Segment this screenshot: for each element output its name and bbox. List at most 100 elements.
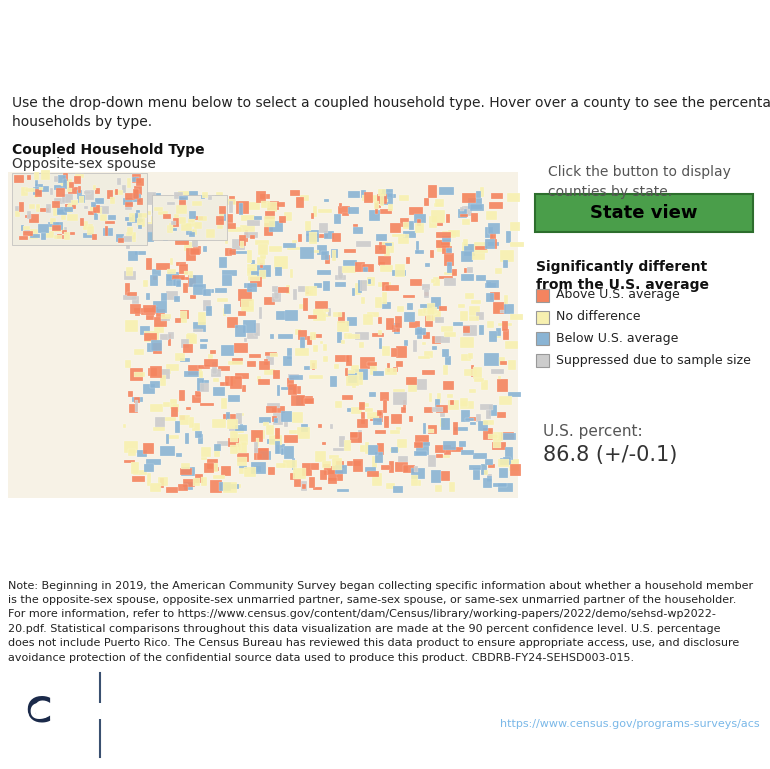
FancyBboxPatch shape <box>335 465 347 474</box>
FancyBboxPatch shape <box>385 368 397 375</box>
FancyBboxPatch shape <box>500 396 511 405</box>
FancyBboxPatch shape <box>485 283 496 288</box>
FancyBboxPatch shape <box>420 304 432 308</box>
FancyBboxPatch shape <box>201 457 207 460</box>
FancyBboxPatch shape <box>416 241 419 254</box>
FancyBboxPatch shape <box>127 178 132 188</box>
FancyBboxPatch shape <box>199 368 203 376</box>
FancyBboxPatch shape <box>472 252 484 260</box>
FancyBboxPatch shape <box>115 191 122 195</box>
FancyBboxPatch shape <box>427 310 431 321</box>
FancyBboxPatch shape <box>490 291 500 300</box>
FancyBboxPatch shape <box>367 471 379 478</box>
FancyBboxPatch shape <box>218 366 229 371</box>
Text: Below U.S. average: Below U.S. average <box>556 332 678 345</box>
FancyBboxPatch shape <box>442 236 450 242</box>
FancyBboxPatch shape <box>493 432 503 441</box>
FancyBboxPatch shape <box>142 192 156 205</box>
FancyBboxPatch shape <box>435 485 442 492</box>
FancyBboxPatch shape <box>181 463 189 469</box>
FancyBboxPatch shape <box>307 315 317 319</box>
FancyBboxPatch shape <box>300 424 308 432</box>
FancyBboxPatch shape <box>142 308 156 315</box>
FancyBboxPatch shape <box>297 427 310 439</box>
FancyBboxPatch shape <box>335 401 342 408</box>
FancyBboxPatch shape <box>57 208 65 214</box>
FancyBboxPatch shape <box>317 270 331 275</box>
FancyBboxPatch shape <box>440 407 445 417</box>
FancyBboxPatch shape <box>250 277 263 287</box>
FancyBboxPatch shape <box>499 357 505 365</box>
FancyBboxPatch shape <box>254 442 259 454</box>
FancyBboxPatch shape <box>285 310 298 321</box>
FancyBboxPatch shape <box>272 286 278 292</box>
FancyBboxPatch shape <box>194 222 202 229</box>
FancyBboxPatch shape <box>508 360 516 371</box>
FancyBboxPatch shape <box>221 398 227 408</box>
FancyBboxPatch shape <box>315 301 328 309</box>
FancyBboxPatch shape <box>493 483 507 487</box>
FancyBboxPatch shape <box>134 213 142 221</box>
FancyBboxPatch shape <box>233 251 247 255</box>
FancyBboxPatch shape <box>508 392 521 398</box>
FancyBboxPatch shape <box>312 363 315 370</box>
FancyBboxPatch shape <box>92 234 97 241</box>
FancyBboxPatch shape <box>192 285 206 295</box>
FancyBboxPatch shape <box>28 175 31 181</box>
FancyBboxPatch shape <box>397 235 409 244</box>
FancyBboxPatch shape <box>275 441 280 454</box>
FancyBboxPatch shape <box>376 234 387 241</box>
FancyBboxPatch shape <box>331 248 338 258</box>
FancyBboxPatch shape <box>267 201 279 210</box>
FancyBboxPatch shape <box>196 378 203 391</box>
FancyBboxPatch shape <box>395 462 407 472</box>
FancyBboxPatch shape <box>145 331 159 341</box>
FancyBboxPatch shape <box>278 443 282 454</box>
FancyBboxPatch shape <box>356 331 370 340</box>
FancyBboxPatch shape <box>245 201 259 210</box>
FancyBboxPatch shape <box>57 235 64 239</box>
FancyBboxPatch shape <box>474 468 480 480</box>
FancyBboxPatch shape <box>476 312 484 320</box>
FancyBboxPatch shape <box>374 201 379 209</box>
FancyBboxPatch shape <box>65 205 75 209</box>
FancyBboxPatch shape <box>237 453 249 462</box>
FancyBboxPatch shape <box>463 239 468 246</box>
FancyBboxPatch shape <box>423 341 426 345</box>
FancyBboxPatch shape <box>381 193 393 205</box>
FancyBboxPatch shape <box>370 392 376 397</box>
FancyBboxPatch shape <box>485 459 493 465</box>
FancyBboxPatch shape <box>192 229 197 235</box>
FancyBboxPatch shape <box>94 212 99 220</box>
FancyBboxPatch shape <box>364 191 373 203</box>
FancyBboxPatch shape <box>296 396 303 406</box>
FancyBboxPatch shape <box>454 322 463 326</box>
FancyBboxPatch shape <box>86 225 93 229</box>
FancyBboxPatch shape <box>329 455 339 459</box>
FancyBboxPatch shape <box>281 411 293 421</box>
FancyBboxPatch shape <box>511 242 524 248</box>
FancyBboxPatch shape <box>493 302 506 314</box>
FancyBboxPatch shape <box>247 361 256 367</box>
FancyBboxPatch shape <box>323 281 330 291</box>
FancyBboxPatch shape <box>12 174 147 245</box>
FancyBboxPatch shape <box>166 365 179 371</box>
FancyBboxPatch shape <box>188 365 200 375</box>
FancyBboxPatch shape <box>176 318 181 323</box>
FancyBboxPatch shape <box>427 302 436 315</box>
FancyBboxPatch shape <box>35 171 39 180</box>
FancyBboxPatch shape <box>486 292 494 302</box>
FancyBboxPatch shape <box>437 240 450 252</box>
FancyBboxPatch shape <box>391 194 396 198</box>
FancyBboxPatch shape <box>166 207 176 213</box>
FancyBboxPatch shape <box>422 370 434 375</box>
FancyBboxPatch shape <box>378 281 391 287</box>
FancyBboxPatch shape <box>181 277 192 280</box>
FancyBboxPatch shape <box>259 263 263 268</box>
FancyBboxPatch shape <box>132 232 136 241</box>
FancyBboxPatch shape <box>188 218 192 226</box>
FancyBboxPatch shape <box>295 348 309 356</box>
FancyBboxPatch shape <box>221 345 234 355</box>
FancyBboxPatch shape <box>480 187 484 198</box>
FancyBboxPatch shape <box>485 239 495 248</box>
